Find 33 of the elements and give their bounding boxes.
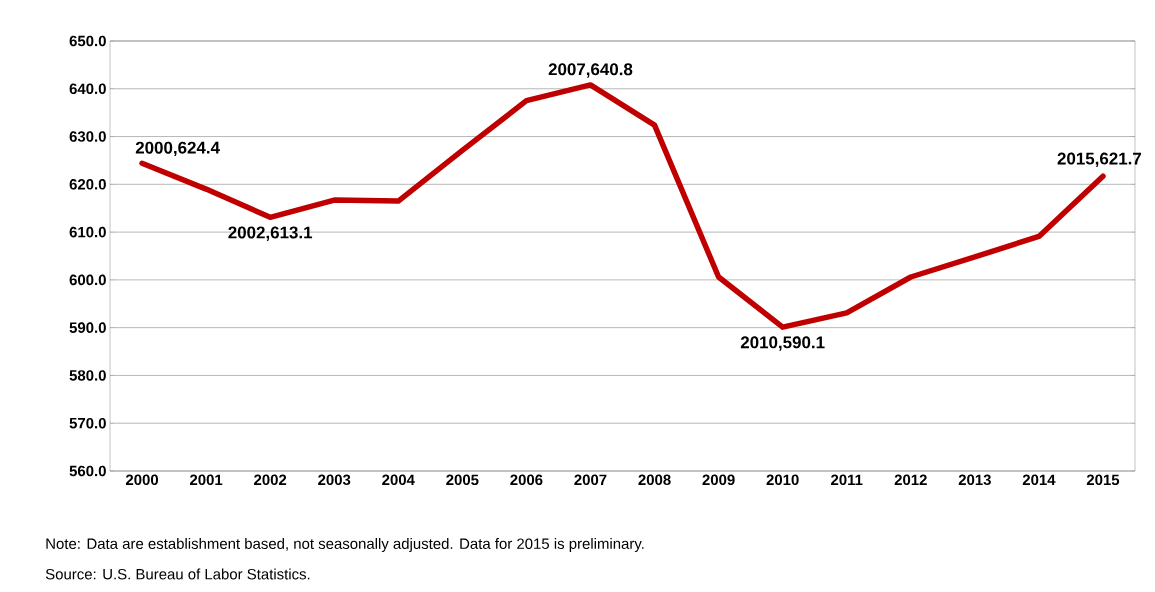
x-tick-label: 2009 bbox=[702, 474, 735, 486]
annotation: 2007,640.8 bbox=[548, 63, 633, 78]
y-tick-label: 650.0 bbox=[69, 35, 106, 47]
annotation: 2010,590.1 bbox=[740, 336, 825, 351]
x-tick-label: 2007 bbox=[574, 474, 607, 486]
annotation: 2000,624.4 bbox=[135, 141, 220, 157]
y-tick-label: 590.0 bbox=[69, 322, 106, 333]
y-tick-label: 620.0 bbox=[69, 179, 106, 190]
x-tick-label: 2010 bbox=[766, 474, 799, 486]
y-tick-label: 570.0 bbox=[69, 417, 106, 429]
y-tick-label: 640.0 bbox=[69, 83, 106, 95]
x-tick-label: 2003 bbox=[318, 474, 351, 486]
x-tick-label: 2011 bbox=[831, 474, 863, 486]
y-tick-label: 560.0 bbox=[69, 465, 106, 477]
annotation: 2002,613.1 bbox=[228, 226, 313, 241]
x-tick-label: 2012 bbox=[894, 474, 927, 486]
x-tick-label: 2000 bbox=[125, 474, 159, 486]
x-tick-label: 2004 bbox=[382, 474, 415, 486]
y-tick-label: 610.0 bbox=[69, 226, 106, 238]
x-tick-label: 2015 bbox=[1086, 474, 1120, 486]
annotation: 2015,621.7 bbox=[1057, 152, 1142, 168]
y-tick-label: 600.0 bbox=[69, 274, 106, 286]
x-tick-label: 2005 bbox=[446, 474, 479, 486]
x-tick-label: 2001 bbox=[190, 474, 223, 486]
x-tick-label: 2006 bbox=[510, 474, 543, 486]
y-tick-label: 630.0 bbox=[69, 131, 106, 142]
y-tick-label: 580.0 bbox=[69, 370, 106, 381]
x-tick-label: 2014 bbox=[1022, 474, 1056, 486]
x-tick-label: 2013 bbox=[958, 474, 991, 486]
text: Note: Data are establishment based, not seasonally adjusted. Data for 2015 is preliminary. bbox=[46, 538, 644, 552]
source-note: Source: U.S. Bureau of Labor Statistics. bbox=[45, 568, 310, 580]
x-tick-label: 2008 bbox=[638, 474, 671, 486]
x-tick-label: 2002 bbox=[254, 474, 287, 486]
